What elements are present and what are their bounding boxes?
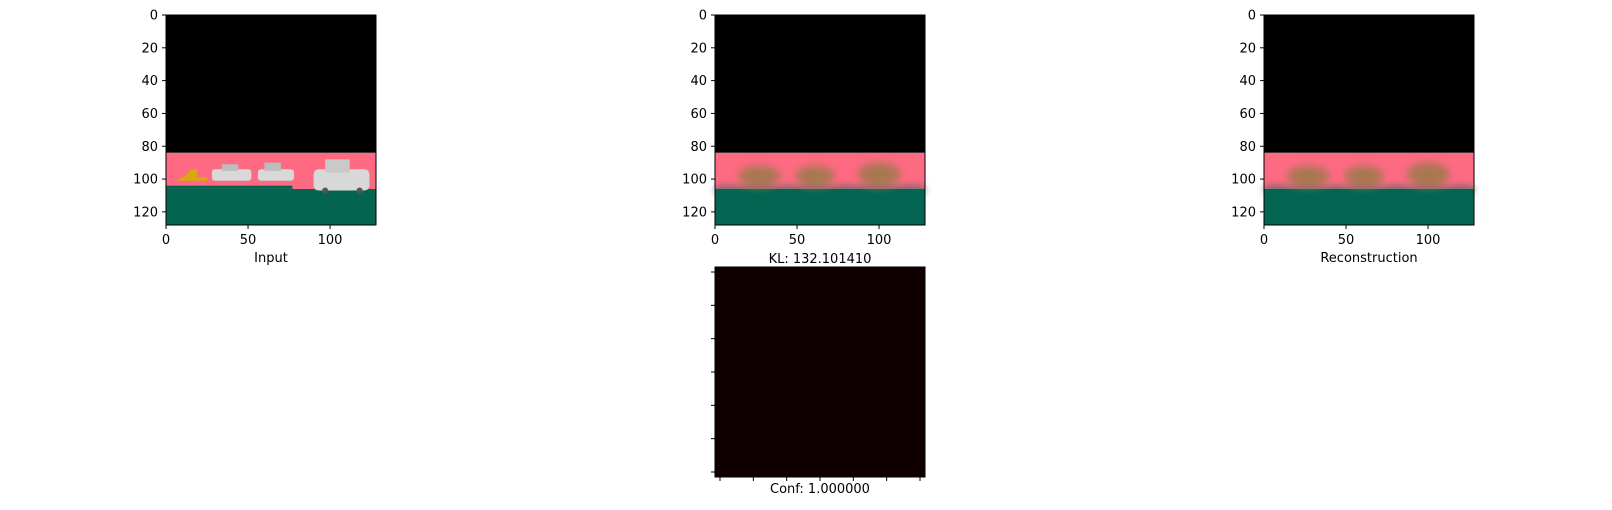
y-tick-label-100: 100	[1231, 173, 1256, 188]
blur-blob-1	[737, 165, 781, 186]
axes-frame	[165, 14, 377, 226]
y-tick-label-0: 0	[699, 9, 707, 24]
x-tick-label-50: 50	[240, 233, 257, 248]
x-axis-label: Input	[254, 251, 288, 266]
y-tick-label-40: 40	[1239, 74, 1256, 89]
y-tick-label-100: 100	[133, 173, 158, 188]
car-wheel-1	[322, 187, 329, 194]
blur-blob-3	[857, 162, 901, 186]
blur-blob-2	[1344, 165, 1384, 186]
y-tick-label-100: 100	[682, 173, 707, 188]
y-tick-label-80: 80	[690, 140, 707, 155]
image-ground-band	[166, 188, 376, 225]
x-tick-label-50: 50	[1338, 233, 1355, 248]
image-sky-band	[1264, 15, 1474, 153]
x-tick-label-100: 100	[318, 233, 343, 248]
y-tick-label-20: 20	[690, 41, 707, 56]
y-tick-label-40: 40	[141, 74, 158, 89]
y-tick-label-60: 60	[141, 107, 158, 122]
ground-step	[166, 185, 293, 189]
blur-edge	[1264, 187, 1474, 193]
axes-frame	[1263, 14, 1475, 226]
x-tick-label-0: 0	[711, 233, 719, 248]
image-ground-band	[715, 188, 925, 225]
y-tick-label-20: 20	[141, 41, 158, 56]
y-tick-label-120: 120	[133, 205, 158, 220]
y-tick-label-80: 80	[1239, 140, 1256, 155]
y-tick-label-60: 60	[1239, 107, 1256, 122]
blur-group	[715, 162, 925, 193]
panel-kl: 0 20 40 60 80 100 120 0 50 100 KL: 132.101410	[682, 9, 926, 267]
y-tick-label-40: 40	[690, 74, 707, 89]
x-tick-label-100: 100	[1416, 233, 1441, 248]
y-tick-label-120: 120	[682, 205, 707, 220]
y-tick-label-120: 120	[1231, 205, 1256, 220]
kl-title: KL: 132.101410	[769, 252, 872, 267]
y-tick-label-60: 60	[690, 107, 707, 122]
y-tick-label-20: 20	[1239, 41, 1256, 56]
truck-sprite	[175, 169, 208, 181]
car-roof-1	[221, 164, 239, 171]
panel-input: 0 20 40 60 80 100 120 0 50 100 Input	[133, 9, 377, 266]
x-axis-label: Reconstruction	[1320, 251, 1417, 266]
car-roof-2	[264, 162, 281, 171]
y-tick-label-0: 0	[1248, 9, 1256, 24]
car-roof-3	[325, 159, 350, 173]
x-tick-label-50: 50	[789, 233, 806, 248]
blur-group	[1264, 162, 1474, 193]
car-sprite-3	[313, 169, 370, 191]
blur-blob-3	[1406, 162, 1450, 186]
image-ground-band	[1264, 188, 1474, 225]
car-wheel-2	[356, 187, 363, 194]
car-sprite-1	[211, 169, 252, 181]
panel-reconstruction: 0 20 40 60 80 100 120 0 50 100 Reconstruction	[1231, 9, 1475, 266]
heatmap-cell	[715, 267, 925, 477]
image-sky-band	[715, 15, 925, 153]
x-tick-label-0: 0	[162, 233, 170, 248]
image-sky-band	[166, 15, 376, 153]
blur-blob-1	[1286, 165, 1330, 186]
y-tick-label-0: 0	[150, 9, 158, 24]
y-tick-label-80: 80	[141, 140, 158, 155]
blur-blob-2	[795, 165, 835, 186]
x-tick-label-0: 0	[1260, 233, 1268, 248]
x-tick-label-100: 100	[867, 233, 892, 248]
panel-conf: Conf: 1.000000	[711, 266, 926, 497]
conf-label: Conf: 1.000000	[770, 482, 870, 497]
axes-frame	[714, 14, 926, 226]
blur-edge	[715, 187, 925, 193]
car-sprite-2	[257, 169, 294, 181]
